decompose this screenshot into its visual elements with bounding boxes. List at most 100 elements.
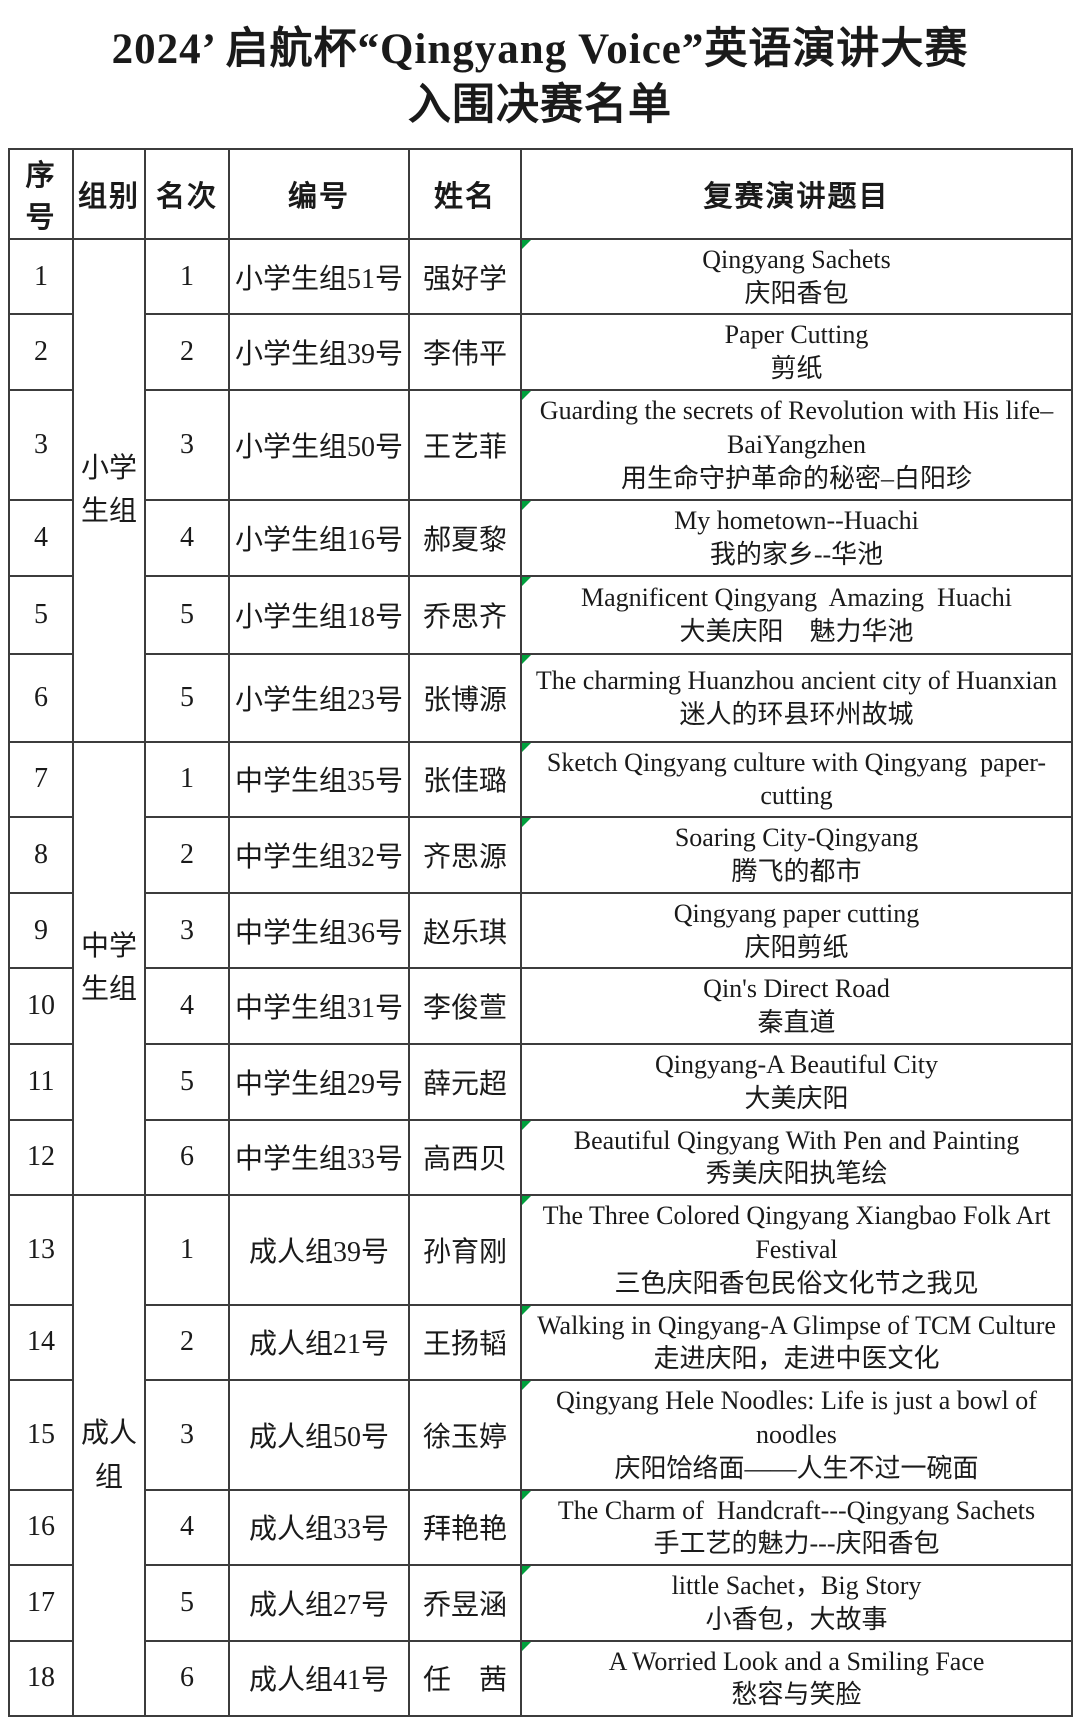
topic-chinese-line: 庆阳香包 xyxy=(744,278,849,308)
code-cell: 小学生组39号 xyxy=(228,313,410,391)
name-cell: 李伟平 xyxy=(408,313,522,391)
code-cell: 小学生组23号 xyxy=(228,652,410,743)
topic-chinese-line: 用生命守护革命的秘密–白阳珍 xyxy=(620,463,972,493)
table-row: 10 4 中学生组31号 李俊萱 Qin's Direct Road 秦直道 xyxy=(8,967,1073,1045)
topic-cell: Paper Cutting 剪纸 xyxy=(520,313,1073,391)
topic-english-line: The Three Colored Qingyang Xiangbao Folk… xyxy=(542,1201,1057,1264)
code-cell: 中学生组35号 xyxy=(228,740,410,819)
topic-chinese-line: 秀美庆阳执笔绘 xyxy=(705,1159,888,1189)
name-cell: 乔思齐 xyxy=(408,574,522,655)
topic-english-line: Qingyang paper cutting xyxy=(673,898,920,928)
rank-cell: 6 xyxy=(144,1118,230,1197)
name-cell: 张博源 xyxy=(408,652,522,743)
rank-cell: 6 xyxy=(144,1639,230,1718)
group-cell: 小学生组 xyxy=(72,237,146,743)
code-cell: 中学生组32号 xyxy=(228,816,410,894)
table-row: 9 3 中学生组36号 赵乐琪 Qingyang paper cutting 庆… xyxy=(8,891,1073,970)
header-no: 序号 xyxy=(8,147,74,240)
name-cell: 郝夏黎 xyxy=(408,498,522,577)
group-cell: 中学生组 xyxy=(72,740,146,1197)
serial-cell: 10 xyxy=(8,967,74,1045)
topic-cell: Magnificent Qingyang Amazing Huachi 大美庆阳… xyxy=(520,574,1073,655)
topic-cell: My hometown--Huachi 我的家乡--华池 xyxy=(520,498,1073,577)
green-triangle-icon xyxy=(523,1382,531,1391)
table-row: 7 中学生组 1 中学生组35号 张佳璐 Sketch Qingyang cul… xyxy=(8,740,1073,1197)
table-row: 11 5 中学生组29号 薛元超 Qingyang-A Beautiful Ci… xyxy=(8,1042,1073,1121)
topic-chinese-line: 剪纸 xyxy=(770,354,823,384)
rank-cell: 5 xyxy=(144,1564,230,1642)
title-line-1: 2024’ 启航杯“Qingyang Voice”英语演讲大赛 xyxy=(111,26,969,73)
green-triangle-icon xyxy=(523,655,531,664)
topic-cell: Sketch Qingyang culture with Qingyang pa… xyxy=(520,740,1073,819)
topic-chinese-line: 大美庆阳 xyxy=(744,1083,849,1113)
rank-cell: 1 xyxy=(144,740,230,819)
title-line-2: 入围决赛名单 xyxy=(408,81,672,129)
serial-cell: 3 xyxy=(8,388,74,501)
topic-english-line: Magnificent Qingyang Amazing Huachi xyxy=(580,582,1013,612)
name-cell: 李俊萱 xyxy=(408,967,522,1045)
name-cell: 张佳璐 xyxy=(408,740,522,819)
topic-chinese-line: 走进庆阳，走进中医文化 xyxy=(653,1344,940,1374)
topic-cell: Walking in Qingyang-A Glimpse of TCM Cul… xyxy=(520,1303,1073,1382)
table-row: 13 成人组 1 成人组39号 孙育刚 The Three Colored Qi… xyxy=(8,1194,1073,1718)
topic-cell: The Three Colored Qingyang Xiangbao Folk… xyxy=(520,1194,1073,1306)
code-cell: 小学生组16号 xyxy=(228,498,410,577)
topic-cell: Qin's Direct Road 秦直道 xyxy=(520,967,1073,1045)
name-cell: 高西贝 xyxy=(408,1118,522,1197)
name-cell: 赵乐琪 xyxy=(408,891,522,970)
topic-chinese-line: 手工艺的魅力---庆阳香包 xyxy=(653,1529,940,1559)
topic-english-line: little Sachet，Big Story xyxy=(671,1571,922,1601)
green-triangle-icon xyxy=(523,819,531,828)
topic-english-line: Walking in Qingyang-A Glimpse of TCM Cul… xyxy=(537,1310,1056,1340)
rank-cell: 3 xyxy=(144,388,230,501)
serial-cell: 15 xyxy=(8,1379,74,1491)
topic-english-line: Soaring City-Qingyang xyxy=(674,823,919,853)
table-row: 6 5 小学生组23号 张博源 The charming Huanzhou an… xyxy=(8,652,1073,743)
code-cell: 中学生组29号 xyxy=(228,1042,410,1121)
topic-cell: A Worried Look and a Smiling Face 愁容与笑脸 xyxy=(520,1639,1073,1718)
green-triangle-icon xyxy=(523,1567,531,1576)
topic-cell: Qingyang Sachets 庆阳香包 xyxy=(520,237,1073,316)
table-row: 16 4 成人组33号 拜艳艳 The Charm of Handcraft--… xyxy=(8,1488,1073,1567)
name-cell: 徐玉婷 xyxy=(408,1379,522,1491)
rank-cell: 2 xyxy=(144,816,230,894)
header-rank: 名次 xyxy=(144,147,230,240)
header-group: 组别 xyxy=(72,147,146,240)
green-triangle-icon xyxy=(523,391,531,400)
table-row: 3 3 小学生组50号 王艺菲 Guarding the secrets of … xyxy=(8,388,1073,501)
topic-english-line: Qingyang Hele Noodles: Life is just a bo… xyxy=(556,1386,1044,1449)
topic-chinese-line: 庆阳剪纸 xyxy=(744,932,849,962)
name-cell: 王扬韬 xyxy=(408,1303,522,1382)
green-triangle-icon xyxy=(523,1197,531,1206)
topic-english-line: Qingyang Sachets xyxy=(702,244,891,274)
table-row: 14 2 成人组21号 王扬韬 Walking in Qingyang-A Gl… xyxy=(8,1303,1073,1382)
topic-cell: Qingyang paper cutting 庆阳剪纸 xyxy=(520,891,1073,970)
topic-english-line: Sketch Qingyang culture with Qingyang pa… xyxy=(546,747,1047,811)
table-row: 17 5 成人组27号 乔昱涵 little Sachet，Big Story … xyxy=(8,1564,1073,1642)
serial-cell: 9 xyxy=(8,891,74,970)
name-cell: 强好学 xyxy=(408,237,522,316)
topic-english-line: Guarding the secrets of Revolution with … xyxy=(539,396,1054,460)
rank-cell: 4 xyxy=(144,967,230,1045)
topic-chinese-line: 腾飞的都市 xyxy=(731,856,862,886)
finalists-table: 序号 组别 名次 编号 姓名 复赛演讲题目 1 小学生组 1 小学生组51号 强… xyxy=(8,147,1073,1718)
topic-cell: little Sachet，Big Story 小香包，大故事 xyxy=(520,1564,1073,1642)
green-triangle-icon xyxy=(523,1306,531,1315)
name-cell: 乔昱涵 xyxy=(408,1564,522,1642)
serial-cell: 18 xyxy=(8,1639,74,1718)
topic-chinese-line: 我的家乡--华池 xyxy=(709,539,884,569)
green-triangle-icon xyxy=(523,1642,531,1651)
rank-cell: 4 xyxy=(144,498,230,577)
code-cell: 小学生组50号 xyxy=(228,388,410,501)
name-cell: 薛元超 xyxy=(408,1042,522,1121)
table-row: 15 3 成人组50号 徐玉婷 Qingyang Hele Noodles: L… xyxy=(8,1379,1073,1491)
topic-english-line: Paper Cutting xyxy=(724,320,869,350)
topic-english-line: Qingyang-A Beautiful City xyxy=(654,1049,939,1079)
serial-cell: 7 xyxy=(8,740,74,819)
topic-cell: Beautiful Qingyang With Pen and Painting… xyxy=(520,1118,1073,1197)
serial-cell: 6 xyxy=(8,652,74,743)
serial-cell: 17 xyxy=(8,1564,74,1642)
page-title: 2024’ 启航杯“Qingyang Voice”英语演讲大赛 入围决赛名单 xyxy=(8,22,1072,134)
rank-cell: 5 xyxy=(144,652,230,743)
